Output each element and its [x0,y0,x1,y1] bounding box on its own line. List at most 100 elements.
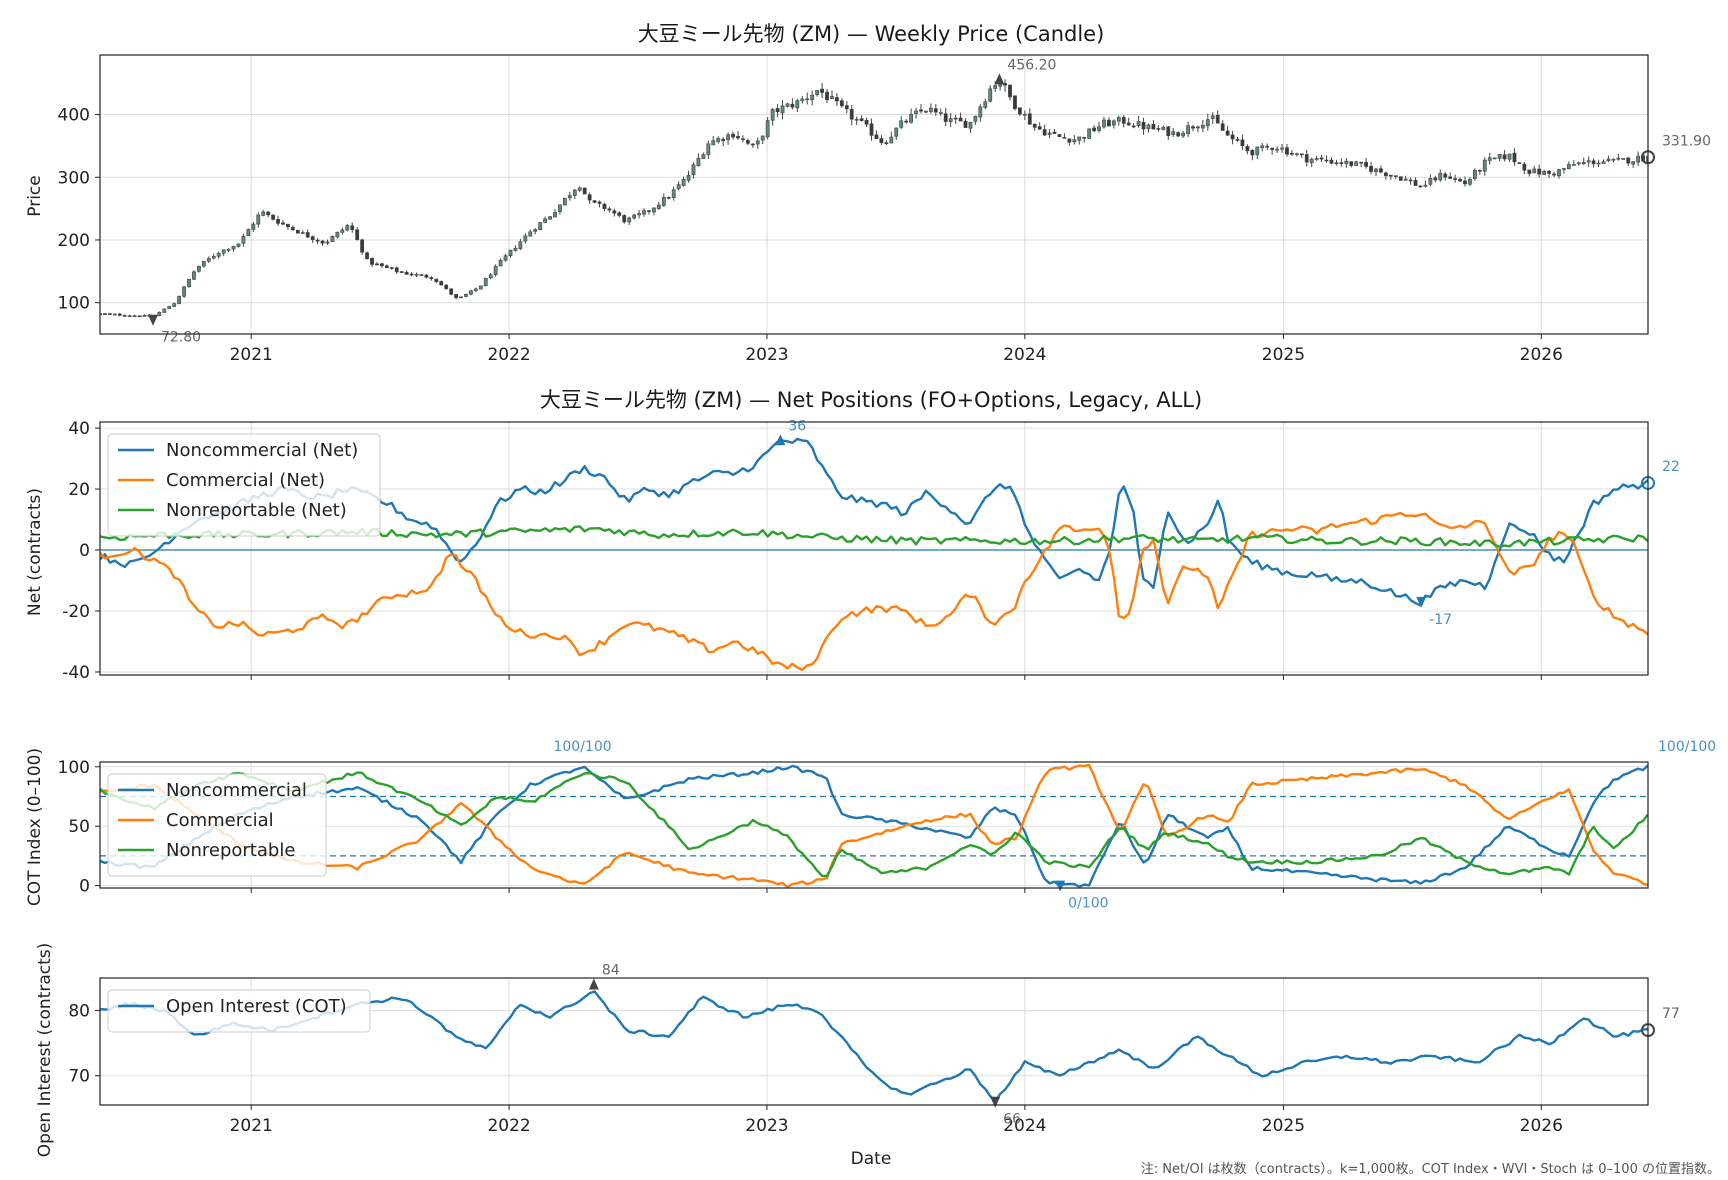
candle-body [558,204,562,212]
candle-body [459,296,463,299]
candle-body [177,295,182,305]
candle-body [805,98,810,101]
candle-body [197,265,201,272]
candle-body [904,120,909,123]
candle-body [1319,157,1324,160]
cot-index-panel: COT Index (0–100) 100 50 0 Noncommercial Com… [25,739,1716,912]
annotation-marker [1055,880,1066,892]
candle-body [1141,121,1146,130]
candle-body [444,284,449,289]
candle-body [1403,178,1408,181]
candle-body [1562,168,1566,170]
candle-body [1329,159,1334,164]
candle-body [1067,138,1072,143]
candle-body [1255,146,1260,156]
candle-body [1492,157,1497,160]
annotation-label: 22 [1662,459,1680,475]
x-tick-label: 2022 [487,1116,530,1136]
plot-frame [99,421,1649,676]
candle-body [384,265,389,268]
candle-body [429,277,434,279]
candle-body [1156,128,1161,130]
candle-body [1072,139,1077,143]
candle-body [1181,132,1186,137]
candle-body [1552,173,1556,176]
price-panel-title: 大豆ミール先物 (ZM) — Weekly Price (Candle) [638,22,1105,46]
candle-body [1512,152,1517,163]
candle-body [978,106,983,118]
candle-body [1111,120,1116,126]
annotation-marker [994,73,1005,85]
candle-body [1191,126,1195,129]
candle-body [815,90,820,95]
candle-body [518,241,523,250]
candle-body [182,286,186,297]
annotation-marker [990,1096,1001,1108]
candle-body [1428,178,1433,185]
candle-body [449,288,454,295]
candle-body [1433,177,1438,181]
candle-body [424,274,429,278]
candle-body [1438,172,1443,181]
x-tick-label: 2024 [1003,1116,1046,1136]
candle-body [770,109,775,121]
candle-body [1621,158,1626,160]
legend-label: Nonreportable [166,840,295,861]
price-panel: 大豆ミール先物 (ZM) — Weekly Price (Candle) Pri… [25,22,1711,365]
candle-body [1591,160,1596,165]
candle-body [305,232,310,238]
candle-body [676,184,681,190]
candle-body [899,120,904,128]
candle-body [785,103,790,107]
candle-body [1359,161,1364,164]
annotation-label: 331.90 [1662,133,1711,149]
candle-body [439,281,444,286]
candle-body [1107,119,1111,127]
candle-body [1250,149,1255,156]
candle-body [528,231,533,237]
candle-body [1097,126,1101,131]
candle-body [469,290,473,295]
candle-body [627,217,632,223]
candle-body [370,257,374,265]
price-y-axis-label: Price [25,175,45,216]
candle-body [1611,158,1616,161]
candle-body [1576,162,1581,165]
candle-body [622,215,627,223]
candle-body [513,247,518,251]
candle-body [1468,178,1472,185]
candle-body [1037,126,1042,130]
candle-body [642,210,646,215]
candle-body [765,120,770,138]
candle-body [889,136,894,144]
candle-body [271,214,275,220]
annotation-label: 100/100 [553,739,611,755]
candle-body [1532,168,1537,174]
candle-body [1047,132,1052,135]
plot-frame [99,54,1649,335]
candle-body [375,263,379,266]
candle-body [775,108,780,113]
candle-body [473,288,478,291]
candle-body [780,105,785,114]
y-tick-label: 400 [58,106,90,126]
y-tick-label: 80 [68,1002,90,1022]
candle-body [938,112,943,114]
candle-body [1151,123,1156,130]
plot-frame [99,977,1649,1106]
candle-body [187,279,191,288]
candle-body [849,108,854,120]
candle-body [691,164,696,176]
candle-body [236,243,241,247]
candle-body [1349,161,1354,166]
series-line-commercial [100,763,1648,888]
candle-body [266,211,271,216]
candle-body [548,216,552,220]
candle-body [493,265,498,275]
candle-body [1275,148,1279,151]
annotation-label: 100/100 [1658,739,1716,755]
candle-body [701,154,706,159]
net-positions-panel-title: 大豆ミール先物 (ZM) — Net Positions (FO+Options… [540,388,1202,412]
candle-body [1463,180,1467,185]
candle-body [107,313,112,315]
